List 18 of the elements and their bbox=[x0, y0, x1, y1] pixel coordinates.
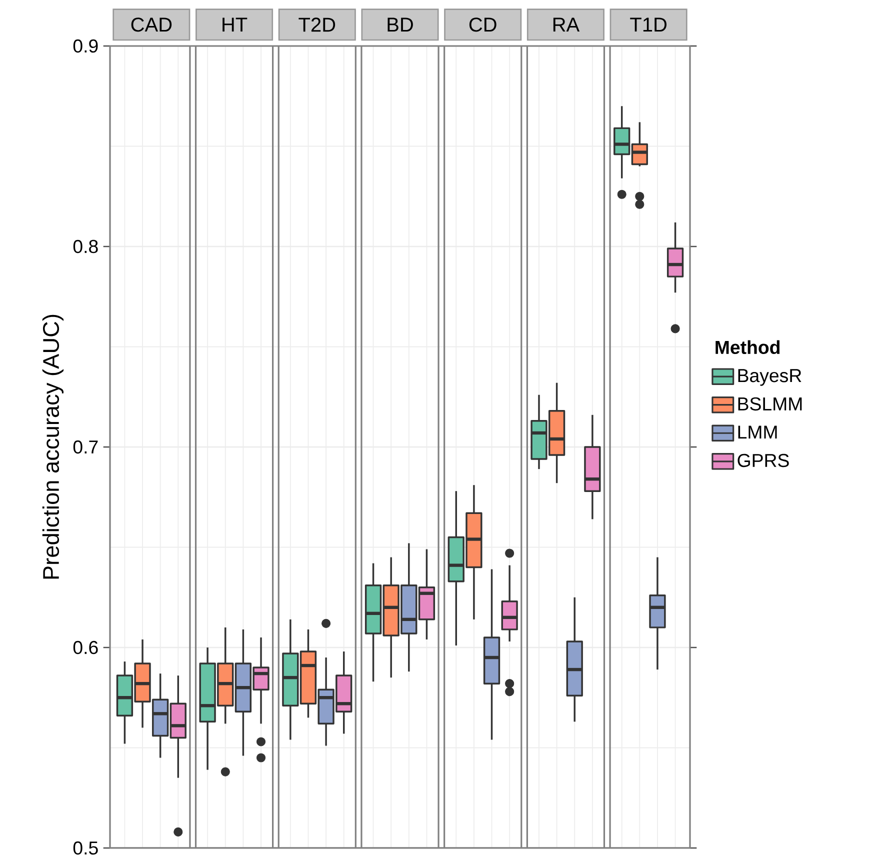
y-tick-label: 0.9 bbox=[73, 39, 98, 53]
y-axis-title: Prediction accuracy (AUC) bbox=[42, 314, 64, 579]
x-tick-label: BD bbox=[388, 18, 413, 32]
legend-label: GPRS bbox=[738, 454, 789, 468]
x-tick-label: HT bbox=[222, 18, 248, 32]
y-tick-label: 0.8 bbox=[73, 240, 98, 254]
legend-label: LMM bbox=[738, 426, 777, 439]
x-tick-label: RA bbox=[553, 18, 580, 32]
legend-title: Method bbox=[716, 340, 780, 354]
x-tick-label: T1D bbox=[630, 18, 666, 32]
legend-label: BayesR bbox=[738, 369, 802, 386]
y-tick-label: 0.5 bbox=[73, 841, 98, 855]
y-tick-label: 0.6 bbox=[73, 640, 98, 654]
y-tick-label: 0.7 bbox=[73, 440, 98, 454]
legend-label: BSLMM bbox=[738, 397, 802, 411]
x-tick-label: CAD bbox=[131, 18, 172, 32]
x-tick-label: CD bbox=[469, 18, 496, 32]
x-tick-label: T2D bbox=[298, 18, 336, 32]
